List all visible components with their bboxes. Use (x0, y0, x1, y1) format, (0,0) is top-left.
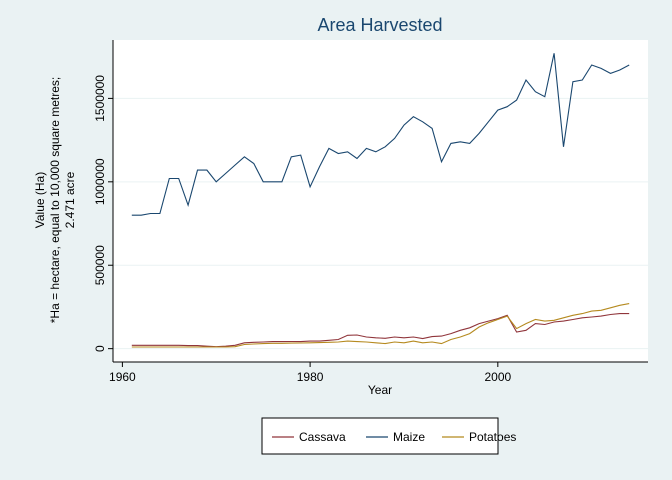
x-axis-title: Year (368, 383, 392, 397)
y-axis-title-line-3: 2.471 acre (63, 171, 77, 228)
plot-area (113, 40, 648, 362)
legend-box (261, 417, 499, 455)
series-line-potatoes (131, 303, 630, 348)
x-ticks: 1960 1980 2000 (109, 362, 511, 384)
chart-title: Area Harvested (317, 15, 442, 35)
y-ticks: 0 500000 1000000 1500000 (93, 75, 113, 352)
y-tick-label-1000000: 1000000 (93, 158, 107, 205)
legend: Cassava Maize Potatoes (272, 430, 516, 444)
legend-label-maize: Maize (393, 430, 425, 444)
y-axis-title-group: Value (Ha) *Ha = hectare, equal to 10,00… (33, 77, 77, 324)
y-axis-title-line-2: *Ha = hectare, equal to 10,000 square me… (48, 77, 62, 324)
x-tick-label-1960: 1960 (109, 370, 136, 384)
legend-label-potatoes: Potatoes (469, 430, 516, 444)
series-line-maize (131, 53, 630, 216)
series-group (131, 53, 630, 348)
y-tick-label-0: 0 (93, 345, 107, 352)
y-tick-label-500000: 500000 (93, 245, 107, 285)
x-tick-label-1980: 1980 (297, 370, 324, 384)
legend-label-cassava: Cassava (299, 430, 346, 444)
x-tick-label-2000: 2000 (484, 370, 511, 384)
y-tick-label-1500000: 1500000 (93, 75, 107, 122)
y-axis-title-line-1: Value (Ha) (33, 172, 47, 228)
